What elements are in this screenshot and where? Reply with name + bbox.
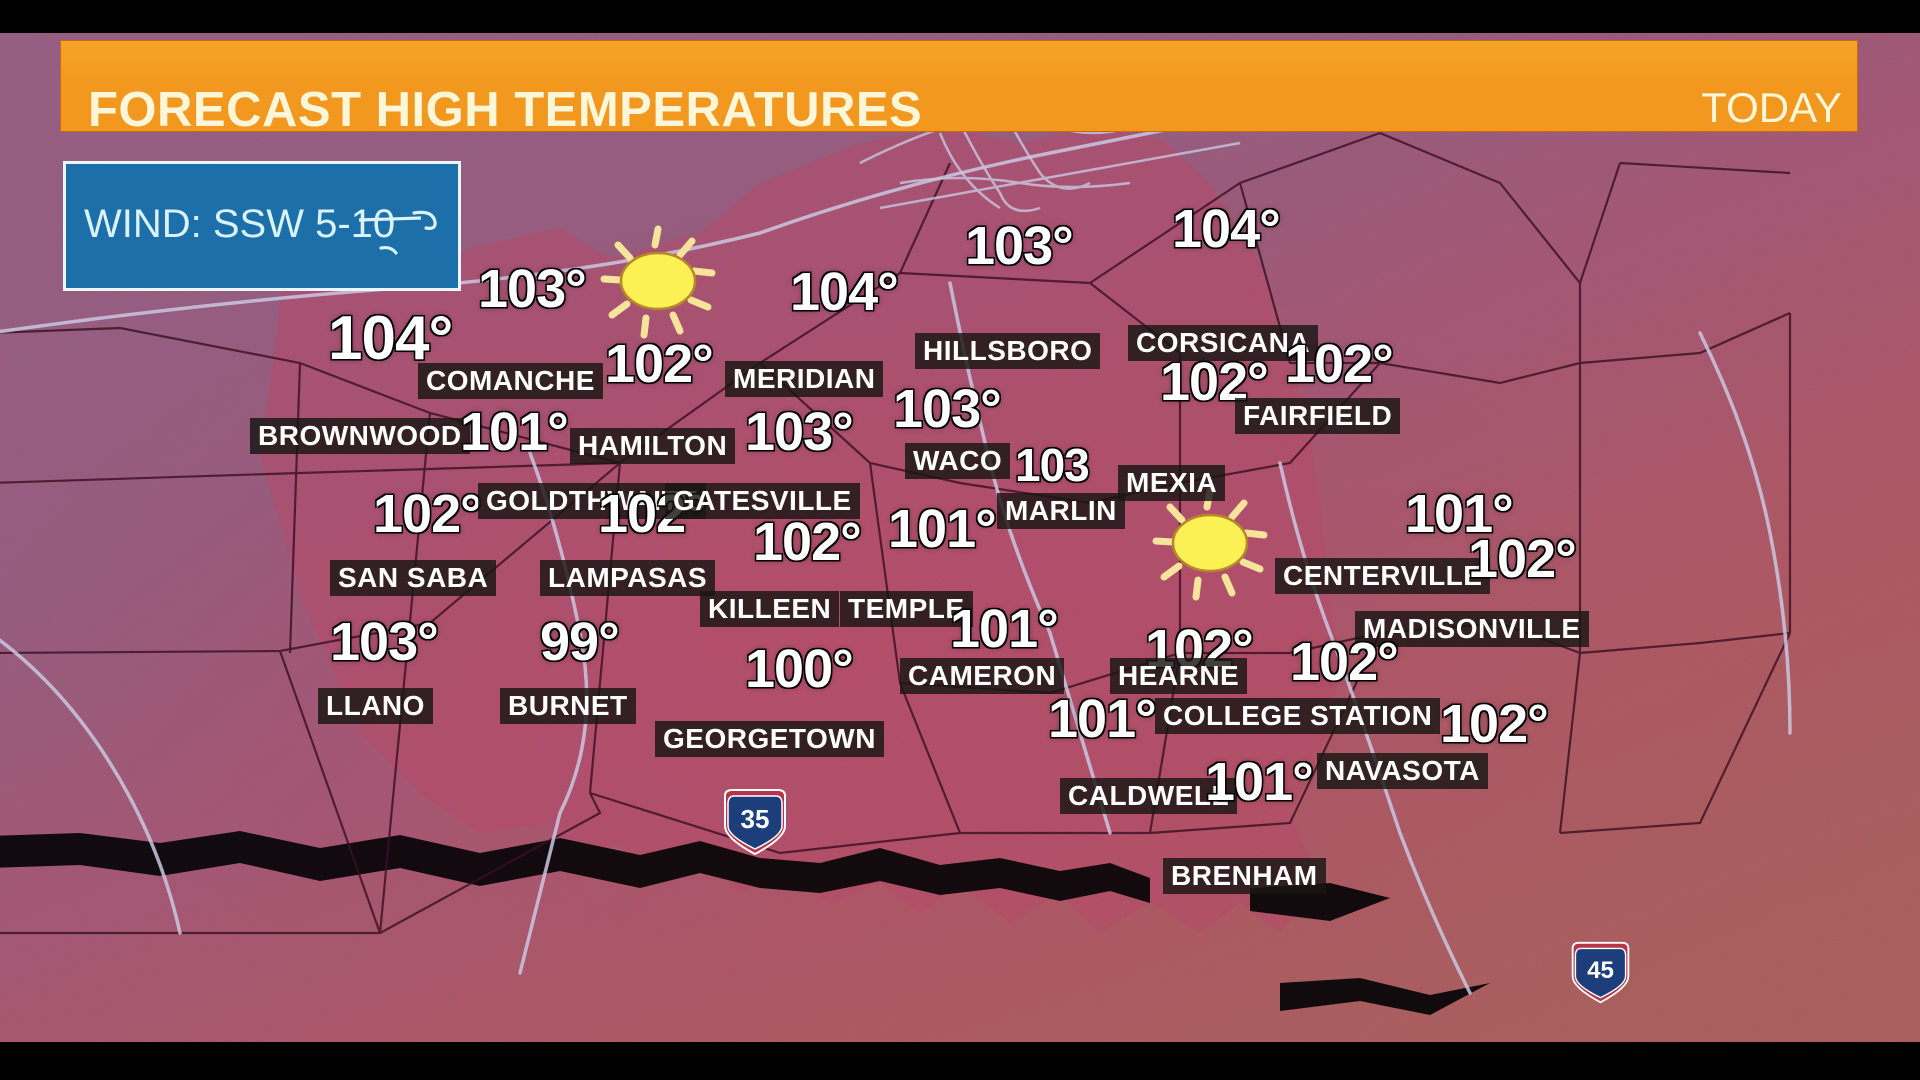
svg-text:35: 35 [741,804,770,834]
svg-text:45: 45 [1587,957,1614,984]
